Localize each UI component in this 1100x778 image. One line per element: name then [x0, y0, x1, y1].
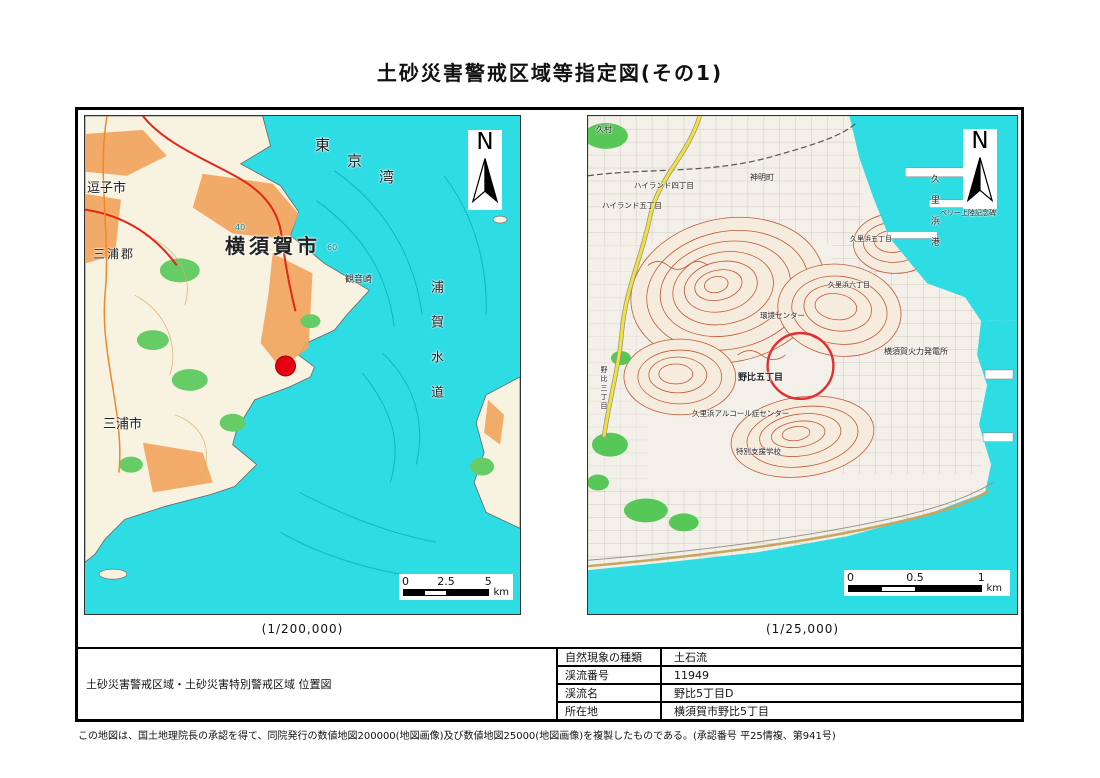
beach-line [588, 489, 990, 568]
page-title: 土砂災害警戒区域等指定図(その1) [376, 61, 724, 85]
scale-tick: 0 [847, 571, 854, 584]
north-arrow: N [963, 129, 997, 209]
forest-areas [588, 122, 699, 532]
scale-tick: 5 [484, 575, 492, 588]
right-detail-map: 久村ハイランド四丁目ハイランド五丁目 神明町 久里浜港 ペリー上陸記念碑久里浜五丁目久… [587, 115, 1018, 615]
right-map-scale-caption: (1/25,000) [765, 622, 840, 636]
map-label: 久里浜アルコール症センター [692, 409, 790, 418]
scale-unit: km [986, 583, 1002, 594]
scale-bar: 0 0.5 1 km [844, 570, 1010, 596]
north-label: N [476, 129, 494, 155]
railway-line [588, 121, 858, 177]
scale-tick: 0.5 [906, 571, 924, 584]
map-label: 久村 [596, 125, 612, 134]
row-label: 渓流番号 [558, 667, 662, 683]
map-label: 京 [347, 152, 363, 170]
map-label: 東 [315, 136, 331, 154]
north-arrow-icon [471, 158, 499, 204]
map-label: 60 [327, 243, 338, 252]
map-label: 浦賀水道 [428, 280, 443, 420]
map-label: 横須賀火力発電所 [884, 347, 948, 356]
map-label: 久里浜五丁目 [850, 235, 892, 243]
left-map-labels: 逗子市三浦郡 横須賀市三浦市 東京湾浦賀水道 観音崎 40 60 [85, 116, 520, 614]
row-label: 自然現象の種類 [558, 649, 662, 665]
table-row: 渓流番号 11949 [558, 667, 1021, 685]
row-label: 所在地 [558, 703, 662, 719]
north-arrow: N [468, 130, 502, 210]
scale-tick: 0 [402, 575, 409, 588]
map-label: 横須賀市 [225, 234, 321, 258]
target-location-marker [275, 355, 297, 377]
map-label: 逗子市 [87, 181, 127, 196]
right-map-labels: 久村ハイランド四丁目ハイランド五丁目 神明町 久里浜港 ペリー上陸記念碑久里浜五丁目久… [588, 116, 1017, 614]
scale-bar: 0 2.5 5 km [399, 574, 513, 600]
row-label: 渓流名 [558, 685, 662, 701]
map-label: 三浦郡 [93, 247, 136, 261]
forest-areas [118, 258, 495, 476]
scale-bar-ticks: 0 2.5 5 [402, 575, 492, 589]
table-row: 所在地 横須賀市野比5丁目 [558, 703, 1021, 719]
north-arrow-icon [966, 157, 994, 203]
row-value: 横須賀市野比5丁目 [674, 705, 769, 718]
scale-bar-rule [848, 585, 982, 592]
map-label: ペリー上陸記念碑 [940, 209, 996, 217]
map-label: 野比三丁目 [600, 366, 608, 411]
right-map-graphic [588, 116, 1017, 614]
map-label: 久里浜六丁目 [828, 281, 870, 289]
designated-area-circle [766, 331, 835, 401]
coast-road [588, 482, 994, 561]
footnote: この地図は、国土地理院長の承認を得て、同院発行の数値地図200000(地図画像)… [78, 731, 836, 742]
scale-bar-rule [403, 589, 489, 596]
secondary-road [102, 116, 121, 473]
table-row: 自然現象の種類 土石流 [558, 649, 1021, 667]
info-rows: 自然現象の種類 土石流 渓流番号 11949 渓流名 野比5丁目D 所在地 横須… [558, 649, 1021, 719]
row-value: 土石流 [674, 651, 707, 664]
map-label: 野比五丁目 [738, 373, 784, 383]
main-road-yellow [602, 116, 702, 437]
left-map-scale-caption: (1/200,000) [261, 622, 344, 636]
left-location-map: 逗子市三浦郡 横須賀市三浦市 東京湾浦賀水道 観音崎 40 60 N 0 2.5 5 km [84, 115, 521, 615]
left-map-graphic [85, 116, 520, 614]
map-label: 特別支援学校 [736, 447, 781, 456]
scale-bar-ticks: 0 0.5 1 [847, 571, 985, 585]
row-value: 野比5丁目D [674, 687, 734, 700]
map-label: ハイランド五丁目 [602, 201, 662, 210]
map-label: 観音崎 [345, 275, 373, 285]
highway-roads [85, 116, 297, 312]
scale-unit: km [493, 587, 509, 598]
map-sheet-frame: 逗子市三浦郡 横須賀市三浦市 東京湾浦賀水道 観音崎 40 60 N 0 2.5 5 km… [75, 107, 1024, 722]
info-table: 土砂災害警戒区域・土砂災害特別警戒区域 位置図 自然現象の種類 土石流 渓流番号… [78, 647, 1021, 719]
north-label: N [971, 128, 989, 154]
table-row: 渓流名 野比5丁目D [558, 685, 1021, 703]
map-label: 久里浜港 [929, 174, 939, 258]
map-label: 三浦市 [103, 417, 143, 432]
map-label: ハイランド四丁目 [634, 181, 694, 190]
map-label: 40 [235, 223, 246, 232]
map-label: 神明町 [750, 173, 774, 182]
row-value: 11949 [674, 668, 709, 682]
scale-tick: 2.5 [437, 575, 455, 588]
map-label: 環境センター [760, 311, 805, 320]
map-label: 湾 [379, 168, 395, 186]
location-caption: 土砂災害警戒区域・土砂災害特別警戒区域 位置図 [78, 649, 558, 719]
urban-areas [85, 129, 505, 493]
scale-tick: 1 [977, 571, 985, 584]
